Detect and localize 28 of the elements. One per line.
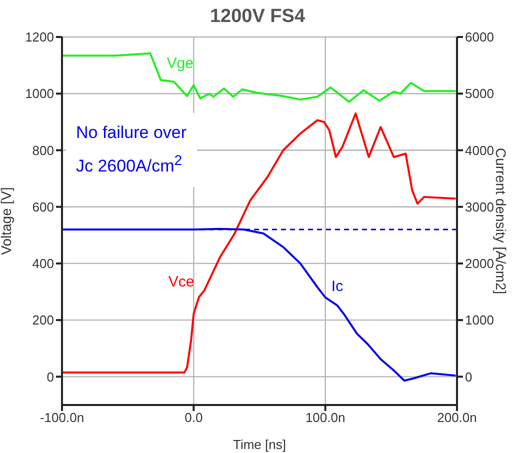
chart-title: 1200V FS4 — [208, 6, 306, 28]
y2-tick-label: 2000 — [465, 256, 494, 272]
y2-tick-label: 1000 — [465, 312, 494, 328]
y2-axis-title: Current density [A/cm2] — [493, 148, 510, 294]
y-tick-label: 0 — [46, 369, 54, 384]
y-tick-label: 800 — [32, 142, 54, 158]
y-tick-label: 600 — [32, 199, 54, 214]
line-series — [62, 52, 457, 103]
x-tick-label: 100.0n — [305, 410, 346, 426]
series-label: Vce — [168, 274, 194, 291]
y-axis-title: Voltage [V] — [0, 187, 14, 255]
x-tick-label: -100.0n — [40, 410, 84, 426]
annotation: No failure over Jc 2600A/cm$^{2}$ — [76, 122, 187, 178]
y-tick-label: 200 — [32, 312, 54, 328]
y2-tick-label: 6000 — [465, 30, 494, 45]
series-label: Ic — [331, 278, 344, 296]
y-tick-label: 1000 — [25, 86, 54, 102]
y2-tick-label: 0 — [465, 369, 472, 384]
y2-tick-label: 3000 — [465, 199, 494, 214]
y-tick-label: 1200 — [25, 30, 54, 45]
series-label: Vge — [166, 55, 194, 72]
y-tick-label: 400 — [32, 256, 54, 272]
x-tick-label: 0.0 — [184, 410, 203, 426]
y2-tick-label: 4000 — [465, 142, 494, 158]
line-series — [62, 112, 457, 374]
x-tick-label: 200.0n — [437, 410, 477, 426]
x-axis-title: Time [ns] — [233, 437, 286, 452]
y2-tick-label: 5000 — [465, 86, 494, 102]
